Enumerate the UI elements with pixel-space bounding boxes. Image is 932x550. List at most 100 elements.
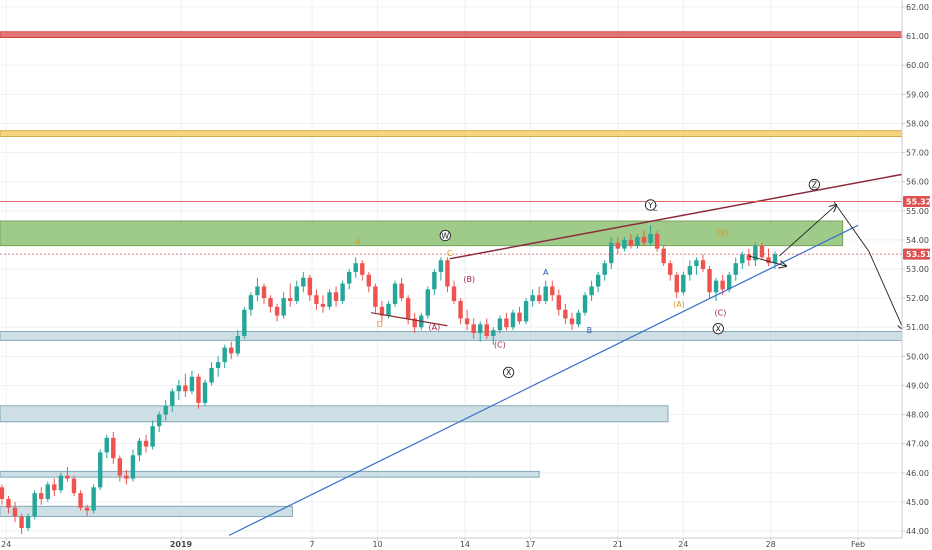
y-tick-label: 52.00 (906, 294, 929, 303)
candles (0, 225, 778, 534)
candle-body (471, 324, 476, 334)
wave-a-line (370, 312, 448, 327)
candle-body (543, 286, 548, 302)
candle-body (399, 283, 404, 299)
y-tick-label: 49.00 (906, 381, 929, 390)
wave-label: D (377, 320, 383, 329)
candle-body (615, 242, 620, 249)
candle-body (19, 516, 24, 529)
candle-body (12, 507, 18, 517)
arrow-1 (748, 255, 786, 266)
zone-support-1 (0, 331, 932, 341)
candle-body (196, 376, 201, 403)
candle-body (353, 263, 358, 272)
candle-body (346, 271, 352, 284)
candle-body (700, 260, 706, 269)
candle-body (288, 298, 293, 302)
candle-body (97, 452, 103, 488)
candle-body (183, 385, 188, 392)
candle-body (268, 298, 273, 307)
candle-body (235, 335, 240, 354)
candle-body (340, 283, 345, 302)
candle-body (360, 263, 365, 275)
candle-body (733, 263, 738, 275)
zone-resistance-yellow (0, 130, 932, 137)
price-label: 53.51 (906, 250, 932, 259)
wave-label: C (652, 204, 658, 213)
candle-body (307, 277, 313, 296)
candle-body (569, 318, 575, 325)
candle-body (720, 280, 725, 290)
candle-body (628, 239, 634, 246)
candle-body (215, 362, 221, 368)
wave-label: (C) (715, 309, 727, 318)
wave-label: (B) (717, 229, 729, 238)
x-tick-label: 2019 (170, 540, 193, 549)
y-tick-label: 53.00 (906, 265, 929, 274)
y-tick-label: 46.00 (906, 469, 929, 478)
arrow-2 (779, 205, 836, 257)
x-tick-label: 28 (766, 540, 776, 549)
zone-support-4 (0, 505, 293, 517)
y-tick-label: 61.00 (906, 32, 929, 41)
candle-body (392, 283, 398, 304)
price-label: 55.32 (906, 197, 931, 206)
candle-body (746, 254, 752, 261)
candle-body (32, 493, 37, 517)
zone-resistance-green (0, 220, 844, 247)
candle-body (635, 236, 640, 246)
candle-body (582, 295, 588, 313)
candle-body (530, 295, 535, 302)
candle-body (609, 242, 614, 264)
candle-body (301, 277, 306, 287)
zone-resistance-red (0, 31, 932, 38)
wave-label: A (543, 268, 549, 277)
y-tick-label: 59.00 (906, 90, 929, 99)
candle-body (163, 405, 168, 415)
projection-arrows (748, 201, 904, 330)
candle-body (39, 493, 44, 499)
candle-body (170, 391, 175, 406)
candle-body (0, 487, 5, 499)
candle-body (478, 324, 483, 334)
candle-body (563, 309, 568, 319)
candle-body (576, 312, 581, 325)
y-tick-label: 62.00 (906, 3, 929, 12)
y-tick-label: 44.00 (906, 527, 929, 536)
candle-body (255, 286, 260, 296)
candle-body (104, 437, 109, 453)
candle-body (648, 234, 653, 243)
y-tick-label: 57.00 (906, 149, 929, 158)
wave-label: (C) (494, 341, 506, 350)
candle-body (556, 295, 562, 310)
circle-label-ring (644, 199, 657, 211)
candle-body (766, 257, 771, 264)
circle-label-ring (439, 229, 451, 242)
candle-body (176, 385, 182, 392)
candle-body (52, 484, 57, 491)
circle-label: X (716, 324, 722, 333)
candle-body (25, 516, 31, 529)
candle-body (189, 376, 195, 392)
candle-body (294, 286, 299, 302)
arrow-3 (833, 201, 904, 330)
wave-label: C (447, 249, 453, 258)
candle-body (242, 309, 247, 336)
y-tick-label: 51.00 (906, 323, 929, 332)
upper-trendline (449, 173, 903, 260)
candle-body (209, 367, 214, 383)
candle-body (320, 303, 326, 307)
candle-body (523, 301, 529, 322)
candle-body (674, 274, 679, 293)
candle-body (726, 274, 732, 290)
candle-body (484, 324, 489, 336)
y-tick-label: 47.00 (906, 440, 929, 449)
x-tick-label: 17 (525, 540, 535, 549)
candle-body (202, 382, 208, 403)
x-tick-label: 24 (1, 540, 11, 549)
candle-body (654, 234, 660, 249)
candle-body (681, 274, 686, 293)
candle-body (130, 455, 136, 479)
candle-body (772, 254, 778, 264)
